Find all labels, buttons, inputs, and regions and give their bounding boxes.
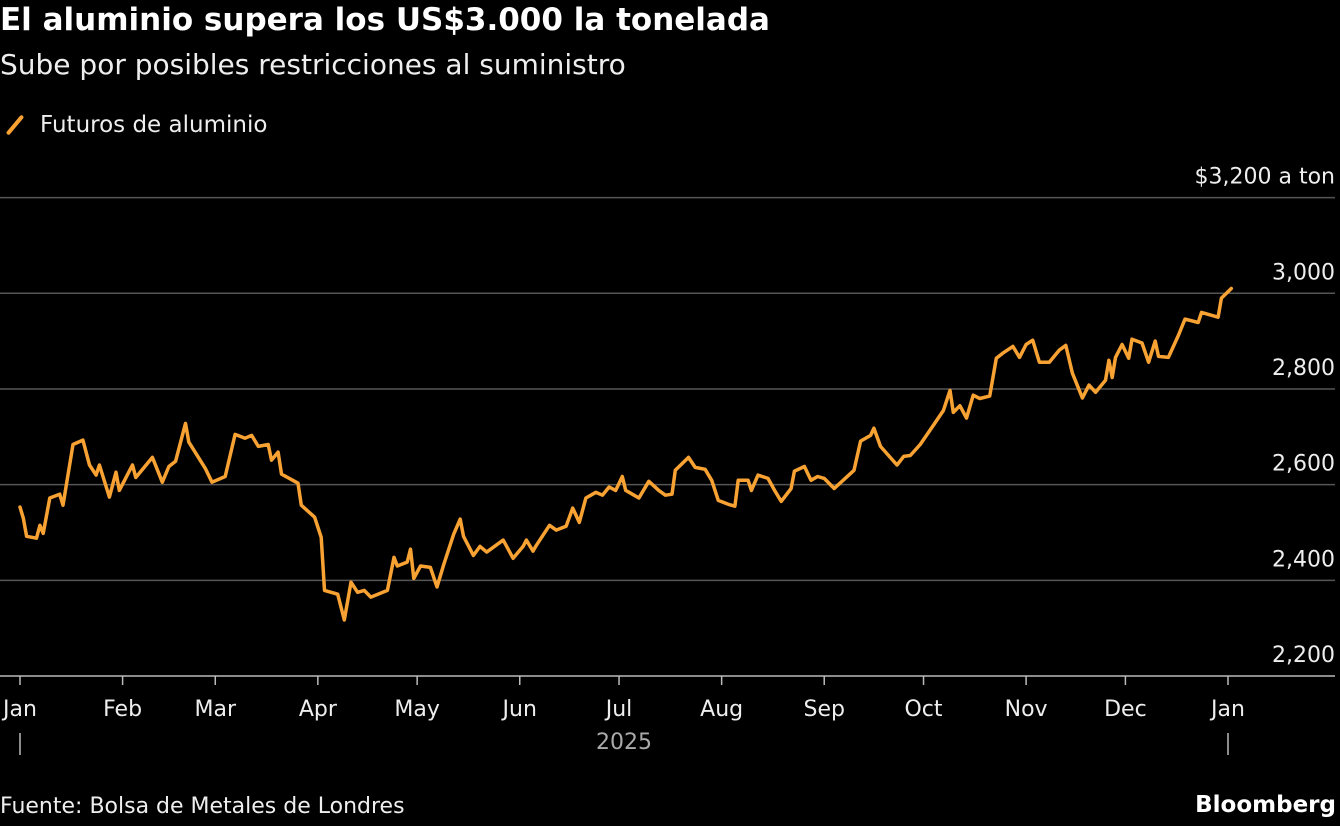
x-tick-label: May xyxy=(394,697,439,722)
x-tick-label: Jan xyxy=(1,697,37,722)
x-tick-label: Feb xyxy=(103,697,142,722)
source-note: Fuente: Bolsa de Metales de Londres xyxy=(0,794,405,819)
y-tick-label: 2,200 xyxy=(1272,643,1335,668)
series-line-aluminium-futures xyxy=(18,286,1234,622)
legend-label: Futuros de aluminio xyxy=(40,112,268,138)
x-tick-label: Sep xyxy=(803,697,844,722)
x-tick-label: Oct xyxy=(904,697,942,722)
y-tick-label: 2,600 xyxy=(1272,452,1335,477)
y-tick-label: 2,800 xyxy=(1272,356,1335,381)
x-tick-label: Jan xyxy=(1209,697,1245,722)
y-tick-label: $3,200 a ton xyxy=(1195,165,1335,190)
x-tick-label: Nov xyxy=(1005,697,1048,722)
chart-subtitle: Sube por posibles restricciones al sumin… xyxy=(0,48,626,81)
x-tick-label: Aug xyxy=(700,697,743,722)
y-tick-label: 2,400 xyxy=(1272,547,1335,572)
legend: Futuros de aluminio xyxy=(4,112,267,138)
x-tick-label: Mar xyxy=(195,697,237,722)
x-tick-label: Apr xyxy=(299,697,338,722)
bloomberg-logo: Bloomberg xyxy=(1195,792,1336,818)
x-tick-label: Jul xyxy=(604,697,633,722)
y-tick-label: 3,000 xyxy=(1272,260,1335,285)
x-tick-label: Dec xyxy=(1104,697,1147,722)
chart-title: El aluminio supera los US$3.000 la tonel… xyxy=(0,2,770,38)
year-label: 2025 xyxy=(596,730,652,755)
x-tick-label: Jun xyxy=(501,697,537,722)
